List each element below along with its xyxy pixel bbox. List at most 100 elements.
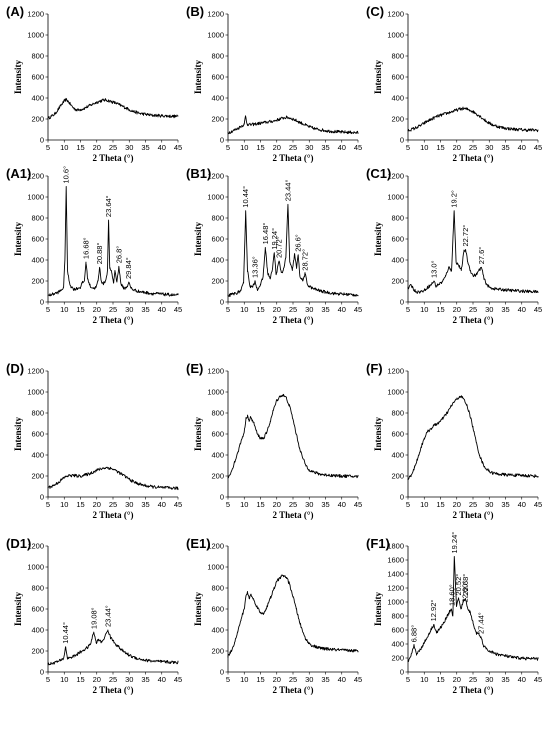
y-tick-label-d-5: 1000 bbox=[27, 388, 44, 397]
x-tick-label-b1-2: 15 bbox=[256, 305, 264, 314]
peak-label-a1-5: 29.84° bbox=[124, 257, 133, 279]
x-tick-label-f1-4: 25 bbox=[469, 675, 477, 684]
trace-e bbox=[227, 393, 359, 479]
y-tick-label-a1-4: 800 bbox=[31, 214, 44, 223]
y-tick-label-b-2: 400 bbox=[211, 94, 224, 103]
x-tick-label-f-0: 5 bbox=[406, 500, 410, 509]
x-tick-label-b-2: 15 bbox=[256, 143, 264, 152]
y-tick-label-e-5: 1000 bbox=[207, 388, 224, 397]
x-tick-label-f-3: 20 bbox=[453, 500, 461, 509]
x-tick-label-b1-8: 45 bbox=[354, 305, 362, 314]
y-tick-label-e-4: 800 bbox=[211, 409, 224, 418]
y-tick-label-c-3: 600 bbox=[391, 73, 404, 82]
peak-label-c1-2: 22.72° bbox=[461, 225, 470, 247]
x-tick-label-f-6: 35 bbox=[501, 500, 509, 509]
panel-label-a1: (A1) bbox=[6, 166, 31, 181]
x-tick-label-c1-6: 35 bbox=[501, 305, 509, 314]
peak-label-a1-0: 10.6° bbox=[62, 166, 71, 184]
x-tick-label-e1-2: 15 bbox=[256, 675, 264, 684]
y-tick-label-b-3: 600 bbox=[211, 73, 224, 82]
y-tick-label-c1-3: 600 bbox=[391, 235, 404, 244]
x-tick-label-c1-5: 30 bbox=[485, 305, 493, 314]
x-tick-label-c-8: 45 bbox=[534, 143, 542, 152]
trace-a1 bbox=[47, 186, 179, 297]
x-tick-label-d-7: 40 bbox=[158, 500, 166, 509]
x-tick-label-d1-5: 30 bbox=[125, 675, 133, 684]
trace-e1 bbox=[227, 574, 359, 658]
y-tick-label-c1-2: 400 bbox=[391, 256, 404, 265]
y-tick-label-c1-6: 1200 bbox=[387, 172, 404, 181]
y-tick-label-f-2: 400 bbox=[391, 451, 404, 460]
x-tick-label-a-1: 10 bbox=[60, 143, 68, 152]
peak-label-b1-6: 26.6° bbox=[294, 234, 303, 252]
peak-label-b1-5: 23.44° bbox=[283, 180, 292, 202]
x-tick-label-f1-7: 40 bbox=[518, 675, 526, 684]
y-axis-title-d: Intensity bbox=[13, 417, 23, 452]
y-axis-title-b: Intensity bbox=[193, 60, 203, 95]
x-tick-label-b1-5: 30 bbox=[305, 305, 313, 314]
peak-label-b1-4: 20.72° bbox=[275, 236, 284, 258]
y-tick-label-f-4: 800 bbox=[391, 409, 404, 418]
x-tick-label-c1-3: 20 bbox=[453, 305, 461, 314]
x-tick-label-a-3: 20 bbox=[93, 143, 101, 152]
y-tick-label-f1-4: 800 bbox=[391, 612, 404, 621]
x-tick-label-a-4: 25 bbox=[109, 143, 117, 152]
x-tick-label-b1-7: 40 bbox=[338, 305, 346, 314]
x-tick-label-a1-6: 35 bbox=[141, 305, 149, 314]
x-tick-label-c-3: 20 bbox=[453, 143, 461, 152]
y-tick-label-b-5: 1000 bbox=[207, 31, 224, 40]
peak-label-a1-2: 20.88° bbox=[95, 243, 104, 265]
x-tick-label-b1-4: 25 bbox=[289, 305, 297, 314]
y-tick-label-e1-2: 400 bbox=[211, 626, 224, 635]
y-tick-label-f1-8: 1600 bbox=[387, 556, 404, 565]
y-tick-label-d-6: 1200 bbox=[27, 367, 44, 376]
panel-f1: (F1) 0 200 400 600 800 1000 1200 1400 1600 1800 5 10… bbox=[366, 532, 542, 695]
y-tick-label-a1-2: 400 bbox=[31, 256, 44, 265]
x-tick-label-d1-8: 45 bbox=[174, 675, 182, 684]
x-tick-label-d-0: 5 bbox=[46, 500, 50, 509]
peak-label-f1-2: 18.60° bbox=[448, 584, 457, 606]
panel-label-f1: (F1) bbox=[366, 536, 390, 551]
x-tick-label-d-4: 25 bbox=[109, 500, 117, 509]
x-tick-label-f1-0: 5 bbox=[406, 675, 410, 684]
y-tick-label-e-2: 400 bbox=[211, 451, 224, 460]
peak-label-a1-3: 23.64° bbox=[104, 195, 113, 217]
x-tick-label-b-3: 20 bbox=[273, 143, 281, 152]
y-axis-title-f: Intensity bbox=[373, 417, 383, 452]
x-tick-label-d1-6: 35 bbox=[141, 675, 149, 684]
x-tick-label-b1-1: 10 bbox=[240, 305, 248, 314]
panel-e: (E) 0 200 400 600 800 1000 1200 5 10 15 20 25 30 35 40 4… bbox=[186, 361, 362, 520]
y-tick-label-b1-1: 200 bbox=[211, 277, 224, 286]
x-tick-label-b-6: 35 bbox=[321, 143, 329, 152]
y-tick-label-c-0: 0 bbox=[400, 136, 404, 145]
x-tick-label-f1-2: 15 bbox=[436, 675, 444, 684]
x-tick-label-a1-0: 5 bbox=[46, 305, 50, 314]
panel-e1: (E1) 0 200 400 600 800 1000 1200 5 10 15 20 25 30 35 40… bbox=[186, 536, 362, 695]
x-tick-label-a-5: 30 bbox=[125, 143, 133, 152]
x-tick-label-e1-4: 25 bbox=[289, 675, 297, 684]
y-tick-label-c1-5: 1000 bbox=[387, 193, 404, 202]
x-tick-label-f-7: 40 bbox=[518, 500, 526, 509]
trace-b1 bbox=[227, 203, 359, 297]
x-tick-label-d-8: 45 bbox=[174, 500, 182, 509]
x-tick-label-d-6: 35 bbox=[141, 500, 149, 509]
peak-label-c1-0: 13.0° bbox=[430, 260, 439, 278]
x-tick-label-e1-3: 20 bbox=[273, 675, 281, 684]
peak-label-c1-1: 19.2° bbox=[450, 190, 459, 208]
panel-d1: (D1) 0 200 400 600 800 1000 1200 5 10 15 20 25 30 35 40… bbox=[6, 536, 182, 695]
y-tick-label-b-4: 800 bbox=[211, 52, 224, 61]
panel-b1: (B1) 0 200 400 600 800 1000 1200 5 10 15 20 25 30 35 40… bbox=[186, 166, 362, 325]
y-tick-label-d-3: 600 bbox=[31, 430, 44, 439]
x-tick-label-e-4: 25 bbox=[289, 500, 297, 509]
y-tick-label-e-6: 1200 bbox=[207, 367, 224, 376]
x-axis-title-b: 2 Theta (°) bbox=[273, 153, 314, 163]
x-tick-label-a1-3: 20 bbox=[93, 305, 101, 314]
x-tick-label-e-0: 5 bbox=[226, 500, 230, 509]
x-tick-label-f-5: 30 bbox=[485, 500, 493, 509]
panel-label-d: (D) bbox=[6, 361, 24, 376]
y-tick-label-a-4: 800 bbox=[31, 52, 44, 61]
peak-label-b1-2: 16.48° bbox=[261, 223, 270, 245]
x-tick-label-b-4: 25 bbox=[289, 143, 297, 152]
y-tick-label-a-6: 1200 bbox=[27, 10, 44, 19]
x-tick-label-f1-1: 10 bbox=[420, 675, 428, 684]
